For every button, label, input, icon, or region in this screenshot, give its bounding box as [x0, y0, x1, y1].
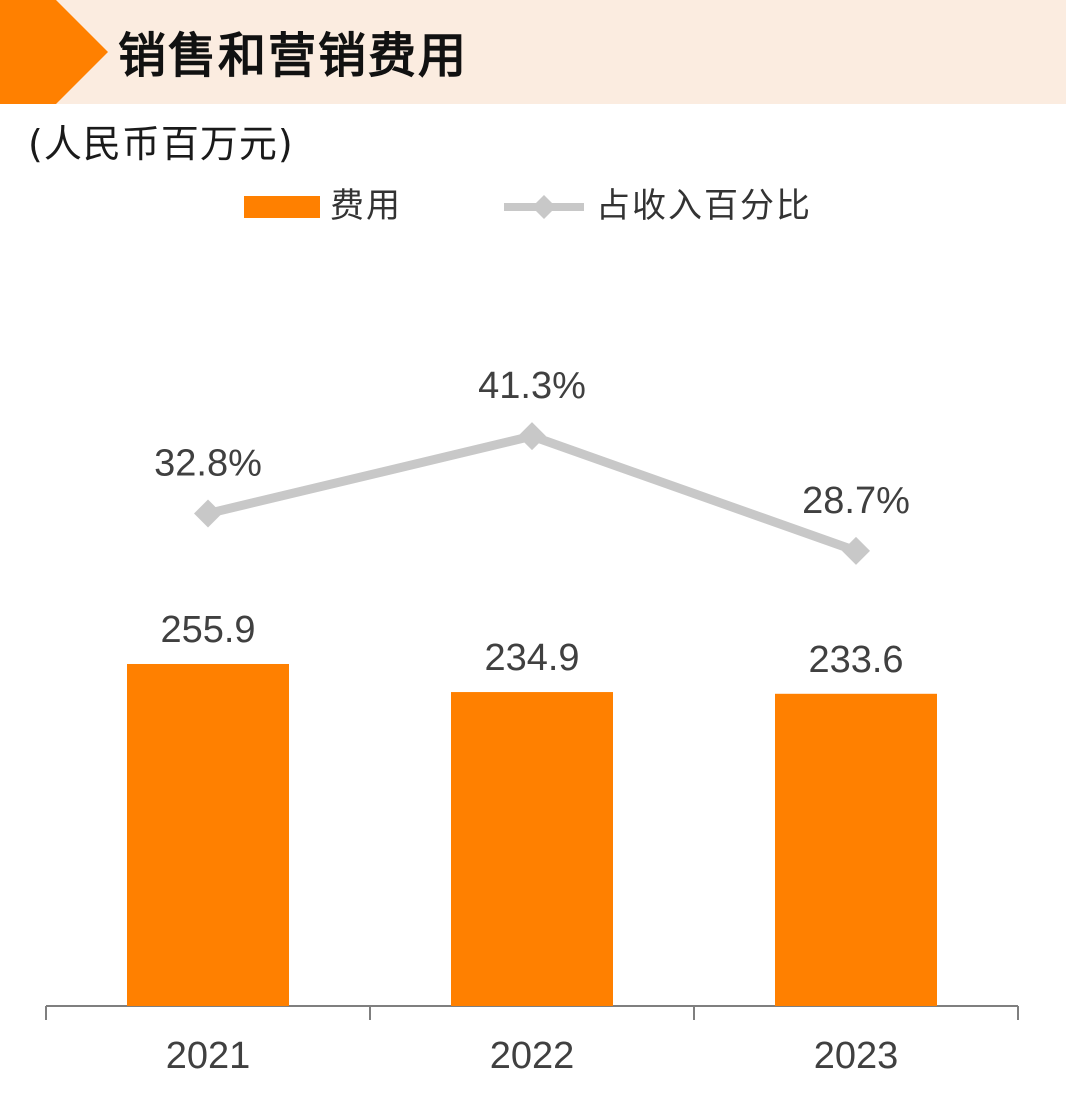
header-arrow-icon — [0, 0, 108, 104]
bar-value-label-2023: 233.6 — [808, 639, 903, 681]
chart-legend: 费用 占收入百分比 — [0, 180, 1068, 230]
bar-2021 — [127, 663, 289, 1006]
header-band — [0, 0, 1066, 104]
legend-label-percentage: 占收入百分比 — [596, 186, 812, 226]
bar-value-label-2022: 234.9 — [484, 637, 579, 679]
legend-bar-swatch — [244, 196, 320, 218]
line-value-label-2022: 41.3% — [478, 365, 586, 407]
bar-2022 — [451, 692, 613, 1006]
line-marker-2023 — [842, 536, 870, 565]
legend-line-swatch — [504, 195, 584, 219]
x-tick-label-2022: 2022 — [490, 1035, 575, 1077]
line-series-percentage — [206, 431, 858, 556]
bar-value-label-2021: 255.9 — [160, 609, 255, 651]
unit-label: (人民币百万元) — [28, 122, 294, 166]
page-title: 销售和营销费用 — [118, 28, 469, 84]
line-value-label-2023: 28.7% — [802, 480, 910, 522]
line-marker-2022 — [518, 422, 546, 451]
legend-label-expense: 费用 — [330, 186, 402, 226]
line-marker-2021 — [194, 499, 222, 528]
x-tick-label-2021: 2021 — [166, 1035, 251, 1077]
bar-2023 — [775, 693, 937, 1006]
line-value-label-2021: 32.8% — [154, 443, 262, 485]
x-tick-label-2023: 2023 — [814, 1035, 899, 1077]
